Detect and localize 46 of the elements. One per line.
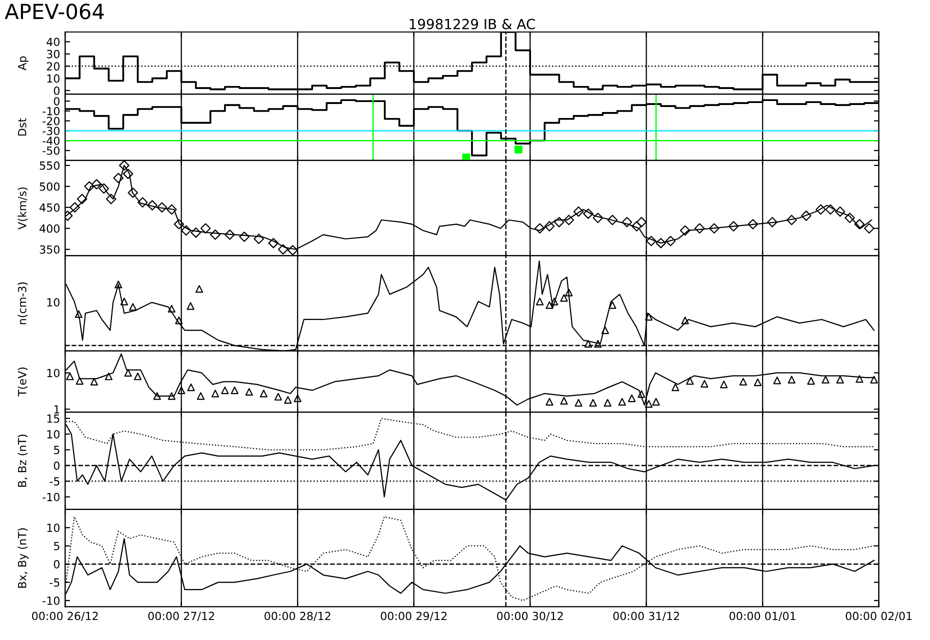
x-tick-label: 00:00 02/01 [846,612,912,622]
y-tick-label: 5 [54,542,60,550]
y-tick-label: 40 [46,38,60,46]
x-tick-label: 00:00 01/01 [730,612,796,622]
x-tick-label: 00:00 29/12 [380,612,447,622]
x-tick-label: 00:00 31/12 [613,612,680,622]
x-tick-label: 00:00 26/12 [32,612,98,622]
y-tick-label: 10 [47,74,60,83]
y-tick-label: -50 [42,146,60,155]
y-axis-title: T(eV) [18,368,28,397]
y-tick-label: -5 [50,578,60,587]
y-axis-title: Dst [18,118,26,136]
y-tick-label: 450 [40,203,60,212]
y-tick-label: 0 [54,97,60,106]
y-tick-label: -5 [50,477,60,486]
y-tick-label: 5 [54,446,60,454]
y-tick-label: -20 [42,116,60,126]
text: APEV-064 [4,4,104,20]
y-tick-label: 1 [54,405,60,414]
y-tick-label: 400 [40,224,60,233]
x-tick-label: 00:00 30/12 [497,612,563,622]
x-tick-label: 00:00 27/12 [148,612,214,622]
y-tick-label: 10 [47,430,60,438]
y-tick-label: 30 [46,50,60,58]
y-tick-label: -40 [42,136,60,146]
y-tick-label: 350 [40,245,60,254]
y-axis-title: V(km/s) [18,187,28,230]
y-tick-label: -10 [42,596,60,605]
x-tick-label: 00:00 28/12 [264,612,330,622]
y-tick-label: 10 [47,368,60,378]
y-tick-label: 10 [47,524,60,532]
chart-title: 19981229 IB & AC [410,18,535,30]
y-tick-label: 550 [40,161,60,170]
y-axis-title: Bx, By (nT) [18,528,28,588]
y-tick-label: 500 [40,182,60,191]
y-tick-label: -30 [42,126,60,136]
y-tick-label: 0 [54,86,60,95]
y-axis-title: Ap [18,56,28,70]
y-tick-label: -10 [42,492,60,502]
y-axis-title: n(cm-3) [18,282,28,324]
y-tick-label: 15 [47,414,60,423]
y-tick-label: -10 [42,106,60,116]
y-tick-label: 20 [46,62,60,71]
y-axis-title: B, Bz (nT) [18,434,28,487]
y-tick-label: 0 [54,560,60,568]
y-tick-label: 0 [54,461,60,470]
